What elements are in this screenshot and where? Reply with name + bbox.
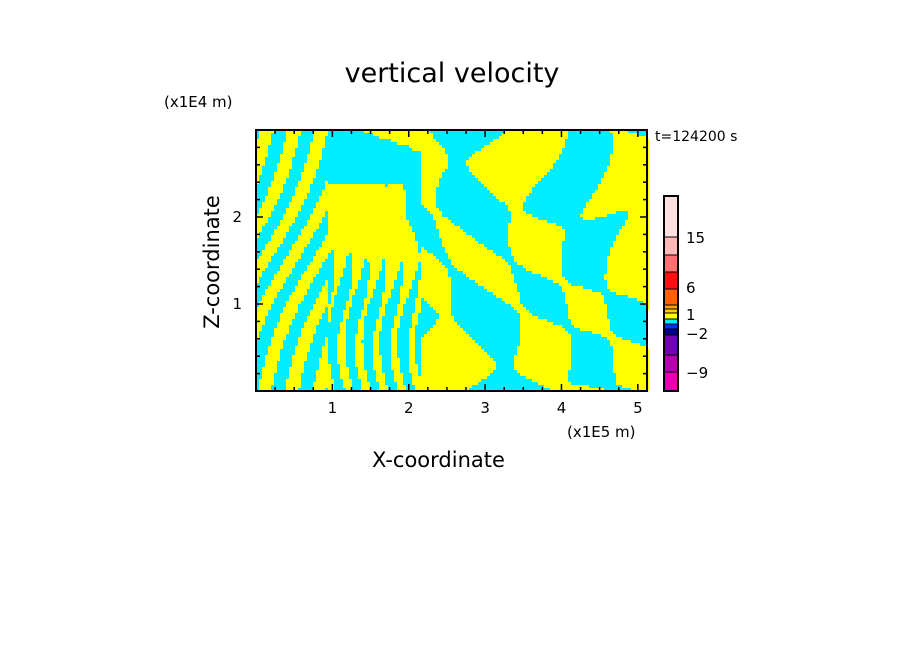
colorbar-label: −2 [686, 325, 708, 343]
x-axis-label: X-coordinate [372, 448, 505, 472]
colorbar-swatch [663, 304, 679, 310]
plot-frame [255, 129, 648, 392]
colorbar-label: 1 [686, 306, 696, 324]
colorbar-swatch [663, 195, 679, 238]
colorbar-swatch [663, 312, 679, 320]
colorbar-swatch [663, 318, 679, 325]
axes: 1 2 3 4 5 1 2 [232, 129, 648, 417]
x-tick-label: 2 [404, 399, 414, 417]
y-tick-label: 2 [232, 208, 242, 226]
x-tick-label: 1 [328, 399, 338, 417]
colorbar-swatch [663, 323, 679, 330]
x-tick-label: 3 [480, 399, 490, 417]
colorbar-swatch [663, 328, 679, 336]
x-tick-label: 4 [557, 399, 567, 417]
colorbar-swatch [663, 334, 679, 356]
colorbar-swatch [663, 288, 679, 306]
colorbar-swatch [663, 271, 679, 290]
colorbar-label: −9 [686, 364, 708, 382]
colorbar-swatch [663, 371, 679, 392]
x-unit-label: (x1E5 m) [567, 423, 636, 441]
time-label: t=124200 s [655, 129, 738, 145]
colorbar-swatch [663, 254, 679, 273]
chart-title: vertical velocity [344, 58, 560, 89]
y-unit-label: (x1E4 m) [164, 93, 233, 111]
colorbar-label: 6 [686, 279, 696, 297]
colorbar: 15 6 1−2 −9 [663, 195, 708, 392]
colorbar-swatch [663, 308, 679, 314]
colorbar-swatch [663, 354, 679, 373]
colorbar-frame [663, 195, 679, 392]
velocity-field [256, 130, 649, 391]
colorbar-swatch [663, 236, 679, 256]
y-tick-label: 1 [232, 295, 242, 313]
x-tick-label: 5 [633, 399, 643, 417]
updraft-regions [256, 130, 649, 391]
colorbar-label: 15 [686, 229, 705, 247]
